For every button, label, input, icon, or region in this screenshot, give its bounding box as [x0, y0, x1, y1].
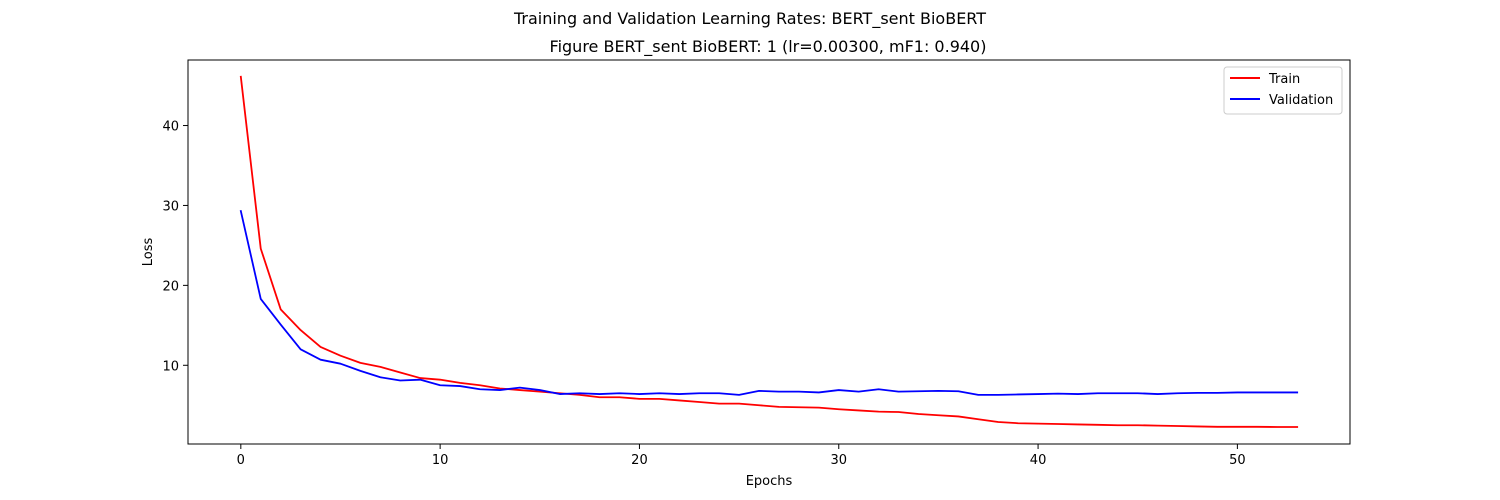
- y-tick-label: 10: [162, 359, 179, 374]
- y-tick-label: 20: [162, 279, 179, 294]
- y-tick-label: 30: [162, 199, 179, 214]
- legend-label-train: Train: [1268, 72, 1300, 87]
- y-axis: 10 20 30 40: [162, 120, 188, 374]
- x-axis-label: Epochs: [746, 474, 793, 489]
- x-axis: 0 10 20 30 40 50: [237, 444, 1246, 468]
- y-tick-label: 40: [162, 120, 179, 135]
- x-tick-label: 10: [432, 453, 449, 468]
- x-tick-label: 0: [237, 453, 245, 468]
- legend-label-validation: Validation: [1269, 93, 1333, 108]
- chart-title: Figure BERT_sent BioBERT: 1 (lr=0.00300,…: [550, 37, 987, 57]
- series-line-train: [239, 75, 1299, 428]
- x-tick-label: 20: [631, 453, 648, 468]
- y-axis-label: Loss: [141, 238, 156, 267]
- plot-frame: [187, 59, 1351, 445]
- x-tick-label: 30: [830, 453, 847, 468]
- series-line-validation: [239, 209, 1299, 396]
- plot-area: [187, 59, 1351, 445]
- x-tick-label: 50: [1229, 453, 1246, 468]
- legend: Train Validation: [1223, 66, 1343, 115]
- figure-suptitle: Training and Validation Learning Rates: …: [513, 9, 986, 29]
- series-layer: [239, 75, 1299, 428]
- x-tick-label: 40: [1030, 453, 1047, 468]
